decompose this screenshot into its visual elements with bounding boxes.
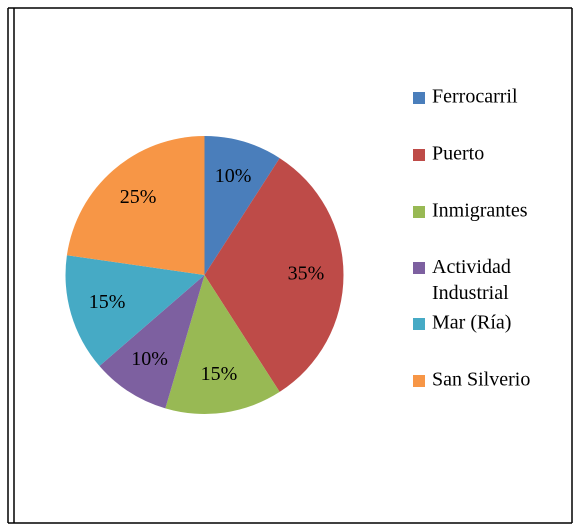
data-label: 15%	[201, 363, 238, 385]
legend-label: Mar (Ría)	[432, 312, 511, 334]
legend-swatch	[413, 375, 425, 387]
data-label: 35%	[288, 263, 325, 285]
pie-slice	[99, 275, 205, 409]
pie-slice	[165, 275, 280, 415]
legend-swatch	[413, 206, 425, 218]
legend-swatch	[413, 92, 425, 104]
data-label: 10%	[131, 348, 168, 370]
pie-slice	[66, 136, 205, 275]
legend-label: Ferrocarril	[432, 86, 518, 108]
pie-slice	[204, 158, 344, 392]
legend-label: Actividad Industrial	[432, 256, 511, 304]
legend-label: San Silverio	[432, 369, 530, 391]
data-label: 25%	[120, 186, 157, 208]
data-label: 15%	[89, 291, 126, 313]
legend-label: Inmigrantes	[432, 200, 528, 222]
pie-slice	[204, 136, 280, 275]
legend-swatch	[413, 262, 425, 274]
legend-label: Puerto	[432, 143, 484, 165]
data-label: 10%	[215, 165, 252, 187]
pie-slice	[65, 255, 205, 367]
legend-swatch	[413, 149, 425, 161]
legend-swatch	[413, 318, 425, 330]
